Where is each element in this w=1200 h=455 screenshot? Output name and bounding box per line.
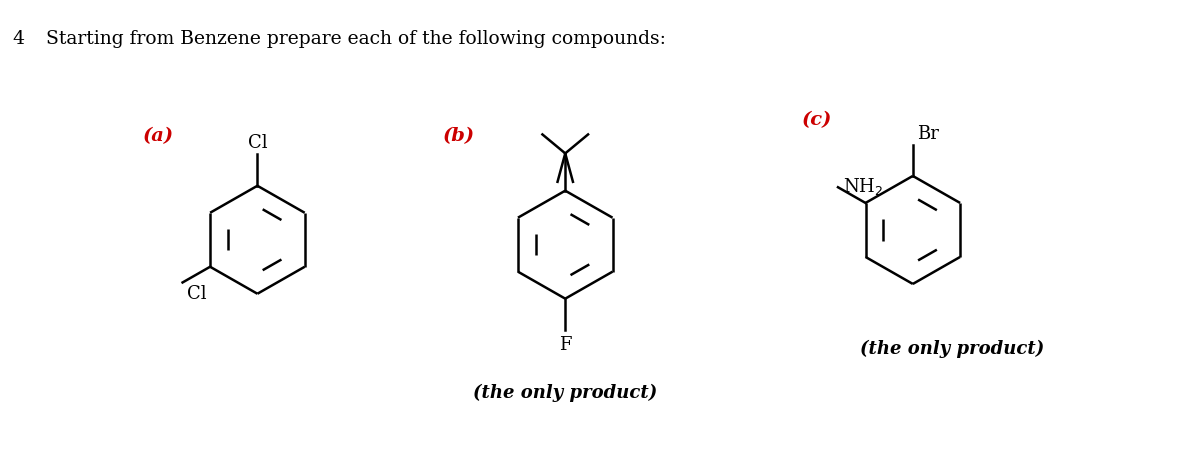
Text: 4: 4 <box>12 30 24 48</box>
Text: (b): (b) <box>443 126 475 144</box>
Text: Starting from Benzene prepare each of the following compounds:: Starting from Benzene prepare each of th… <box>46 30 666 48</box>
Text: Cl: Cl <box>186 285 206 303</box>
Text: (c): (c) <box>802 111 832 129</box>
Text: Br: Br <box>917 124 938 142</box>
Text: (a): (a) <box>143 126 174 144</box>
Text: F: F <box>559 335 571 353</box>
Text: NH$_2$: NH$_2$ <box>842 175 883 197</box>
Text: Cl: Cl <box>247 134 268 152</box>
Text: (the only product): (the only product) <box>860 339 1045 357</box>
Text: (the only product): (the only product) <box>473 383 658 401</box>
